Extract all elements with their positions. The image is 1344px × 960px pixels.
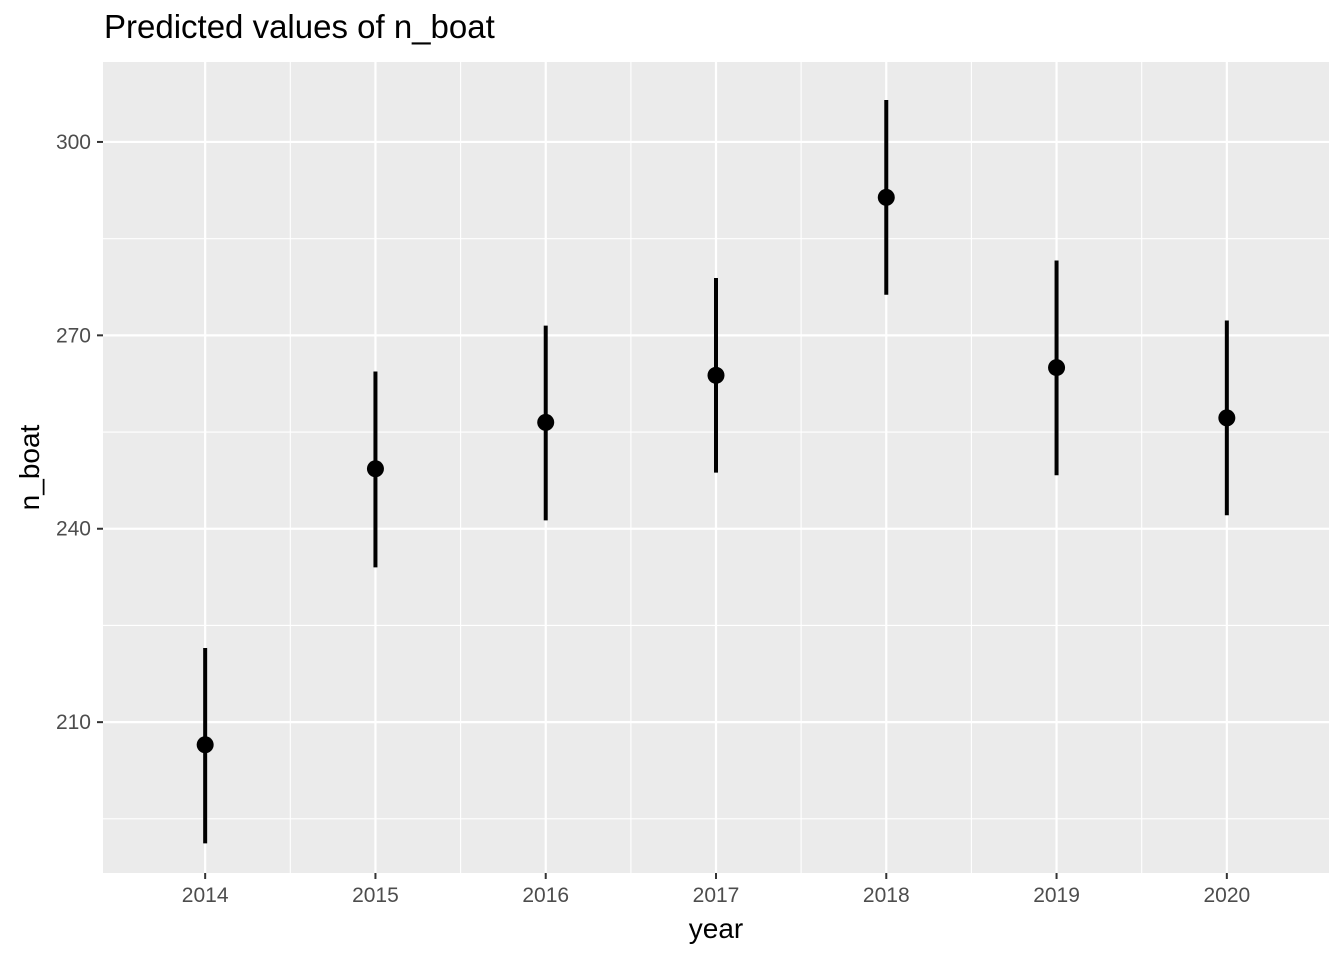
y-tick-label: 210: [56, 711, 91, 734]
data-point: [366, 460, 384, 478]
axes: 210 240 270 300 2014 2015 2016 2017 2018 2019 2020: [56, 131, 1250, 907]
x-tick-label: 2018: [863, 884, 910, 907]
data-point: [1048, 359, 1066, 377]
x-tick-label: 2014: [182, 884, 229, 907]
y-axis-title: n_boat: [14, 424, 45, 510]
x-tick-label: 2015: [352, 884, 399, 907]
y-tick-label: 240: [56, 518, 91, 541]
data-point: [196, 736, 214, 754]
x-tick-label: 2020: [1203, 884, 1250, 907]
data-point: [537, 413, 555, 431]
x-tick-label: 2016: [522, 884, 569, 907]
data-point: [707, 366, 725, 384]
chart-title: Predicted values of n_boat: [104, 8, 495, 45]
x-axis-title: year: [689, 913, 743, 944]
grid-lines: [103, 62, 1329, 873]
data-point: [1218, 409, 1236, 427]
data-marks: [196, 100, 1236, 844]
x-tick-label: 2019: [1033, 884, 1080, 907]
y-tick-label: 300: [56, 131, 91, 154]
y-tick-label: 270: [56, 324, 91, 347]
x-tick-label: 2017: [693, 884, 740, 907]
data-point: [877, 188, 895, 206]
